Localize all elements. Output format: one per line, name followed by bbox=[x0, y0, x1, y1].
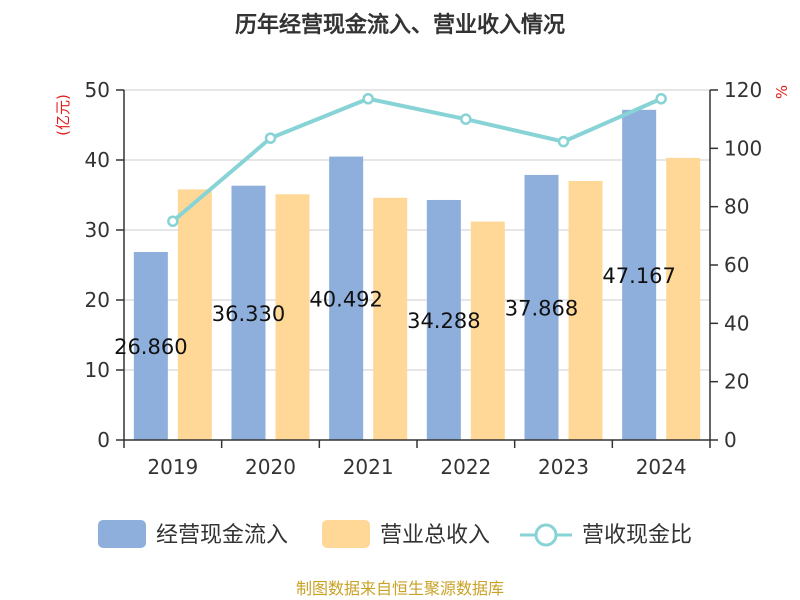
left-tick-label: 20 bbox=[85, 288, 110, 312]
data-label-cash-inflow: 36.330 bbox=[212, 302, 285, 326]
ratio-point bbox=[557, 135, 570, 148]
data-label-cash-inflow: 40.492 bbox=[309, 287, 382, 311]
bar-cash-inflow bbox=[231, 185, 266, 440]
data-label-cash-inflow: 47.167 bbox=[602, 264, 675, 288]
right-axis-unit: % bbox=[773, 85, 791, 99]
bar-cash-inflow bbox=[329, 156, 364, 440]
left-tick-label: 40 bbox=[85, 148, 110, 172]
data-label-cash-inflow: 34.288 bbox=[407, 309, 480, 333]
right-tick-label: 120 bbox=[724, 78, 762, 102]
legend-label-ratio: 营收现金比 bbox=[582, 523, 692, 548]
left-tick-label: 0 bbox=[97, 428, 110, 452]
bar-cash-inflow bbox=[426, 199, 461, 440]
legend: 经营现金流入 营业总收入 营收现金比 bbox=[98, 520, 692, 548]
data-labels: 26.860 36.330 40.492 34.288 37.868 47.167 bbox=[114, 264, 676, 359]
bar-revenue bbox=[275, 194, 310, 440]
left-tick-label: 10 bbox=[85, 358, 110, 382]
data-label-cash-inflow: 37.868 bbox=[505, 296, 578, 320]
x-tick-label: 2020 bbox=[245, 455, 296, 479]
data-label-cash-inflow: 26.860 bbox=[114, 335, 187, 359]
right-tick-label: 100 bbox=[724, 136, 762, 160]
x-tick-label: 2022 bbox=[440, 455, 491, 479]
ratio-point bbox=[264, 132, 277, 144]
legend-swatch-revenue bbox=[322, 520, 370, 548]
x-tick-label: 2021 bbox=[343, 455, 394, 479]
bar-revenue bbox=[568, 181, 603, 440]
chart-title: 历年经营现金流入、营业收入情况 bbox=[235, 12, 565, 38]
ratio-point bbox=[167, 215, 179, 227]
ratio-point bbox=[655, 93, 667, 105]
left-tick-label: 30 bbox=[85, 218, 110, 242]
bars bbox=[133, 109, 701, 440]
right-tick-label: 20 bbox=[724, 370, 749, 394]
bar-revenue bbox=[177, 189, 212, 440]
right-tick-label: 0 bbox=[724, 428, 737, 452]
bar-revenue bbox=[470, 221, 505, 440]
bar-cash-inflow bbox=[622, 109, 657, 440]
right-tick-label: 60 bbox=[724, 253, 749, 277]
legend-marker-ratio bbox=[534, 523, 558, 547]
legend-swatch-cash-inflow bbox=[98, 520, 146, 548]
x-tick-label: 2019 bbox=[147, 455, 198, 479]
legend-label-cash-inflow: 经营现金流入 bbox=[156, 523, 288, 548]
grid bbox=[124, 89, 710, 371]
bar-revenue bbox=[373, 197, 408, 440]
right-tick-label: 40 bbox=[724, 311, 749, 335]
x-tick-label: 2024 bbox=[636, 455, 687, 479]
axes: 0 10 20 30 40 50 0 20 40 60 80 100 120 2019 2020 2021 20… bbox=[85, 78, 763, 479]
ratio-point bbox=[460, 113, 472, 125]
legend-label-revenue: 营业总收入 bbox=[380, 523, 490, 548]
bar-revenue bbox=[666, 157, 701, 440]
ratio-point bbox=[362, 93, 374, 105]
x-tick-label: 2023 bbox=[538, 455, 589, 479]
bar-cash-inflow bbox=[524, 174, 559, 440]
ratio-line-path bbox=[171, 96, 662, 223]
right-tick-label: 80 bbox=[724, 195, 749, 219]
source-note: 制图数据来自恒生聚源数据库 bbox=[296, 579, 504, 598]
left-tick-label: 50 bbox=[85, 78, 110, 102]
ratio-line bbox=[167, 93, 667, 227]
left-axis-unit: (亿元) bbox=[54, 94, 72, 136]
bar-cash-inflow bbox=[133, 251, 168, 440]
